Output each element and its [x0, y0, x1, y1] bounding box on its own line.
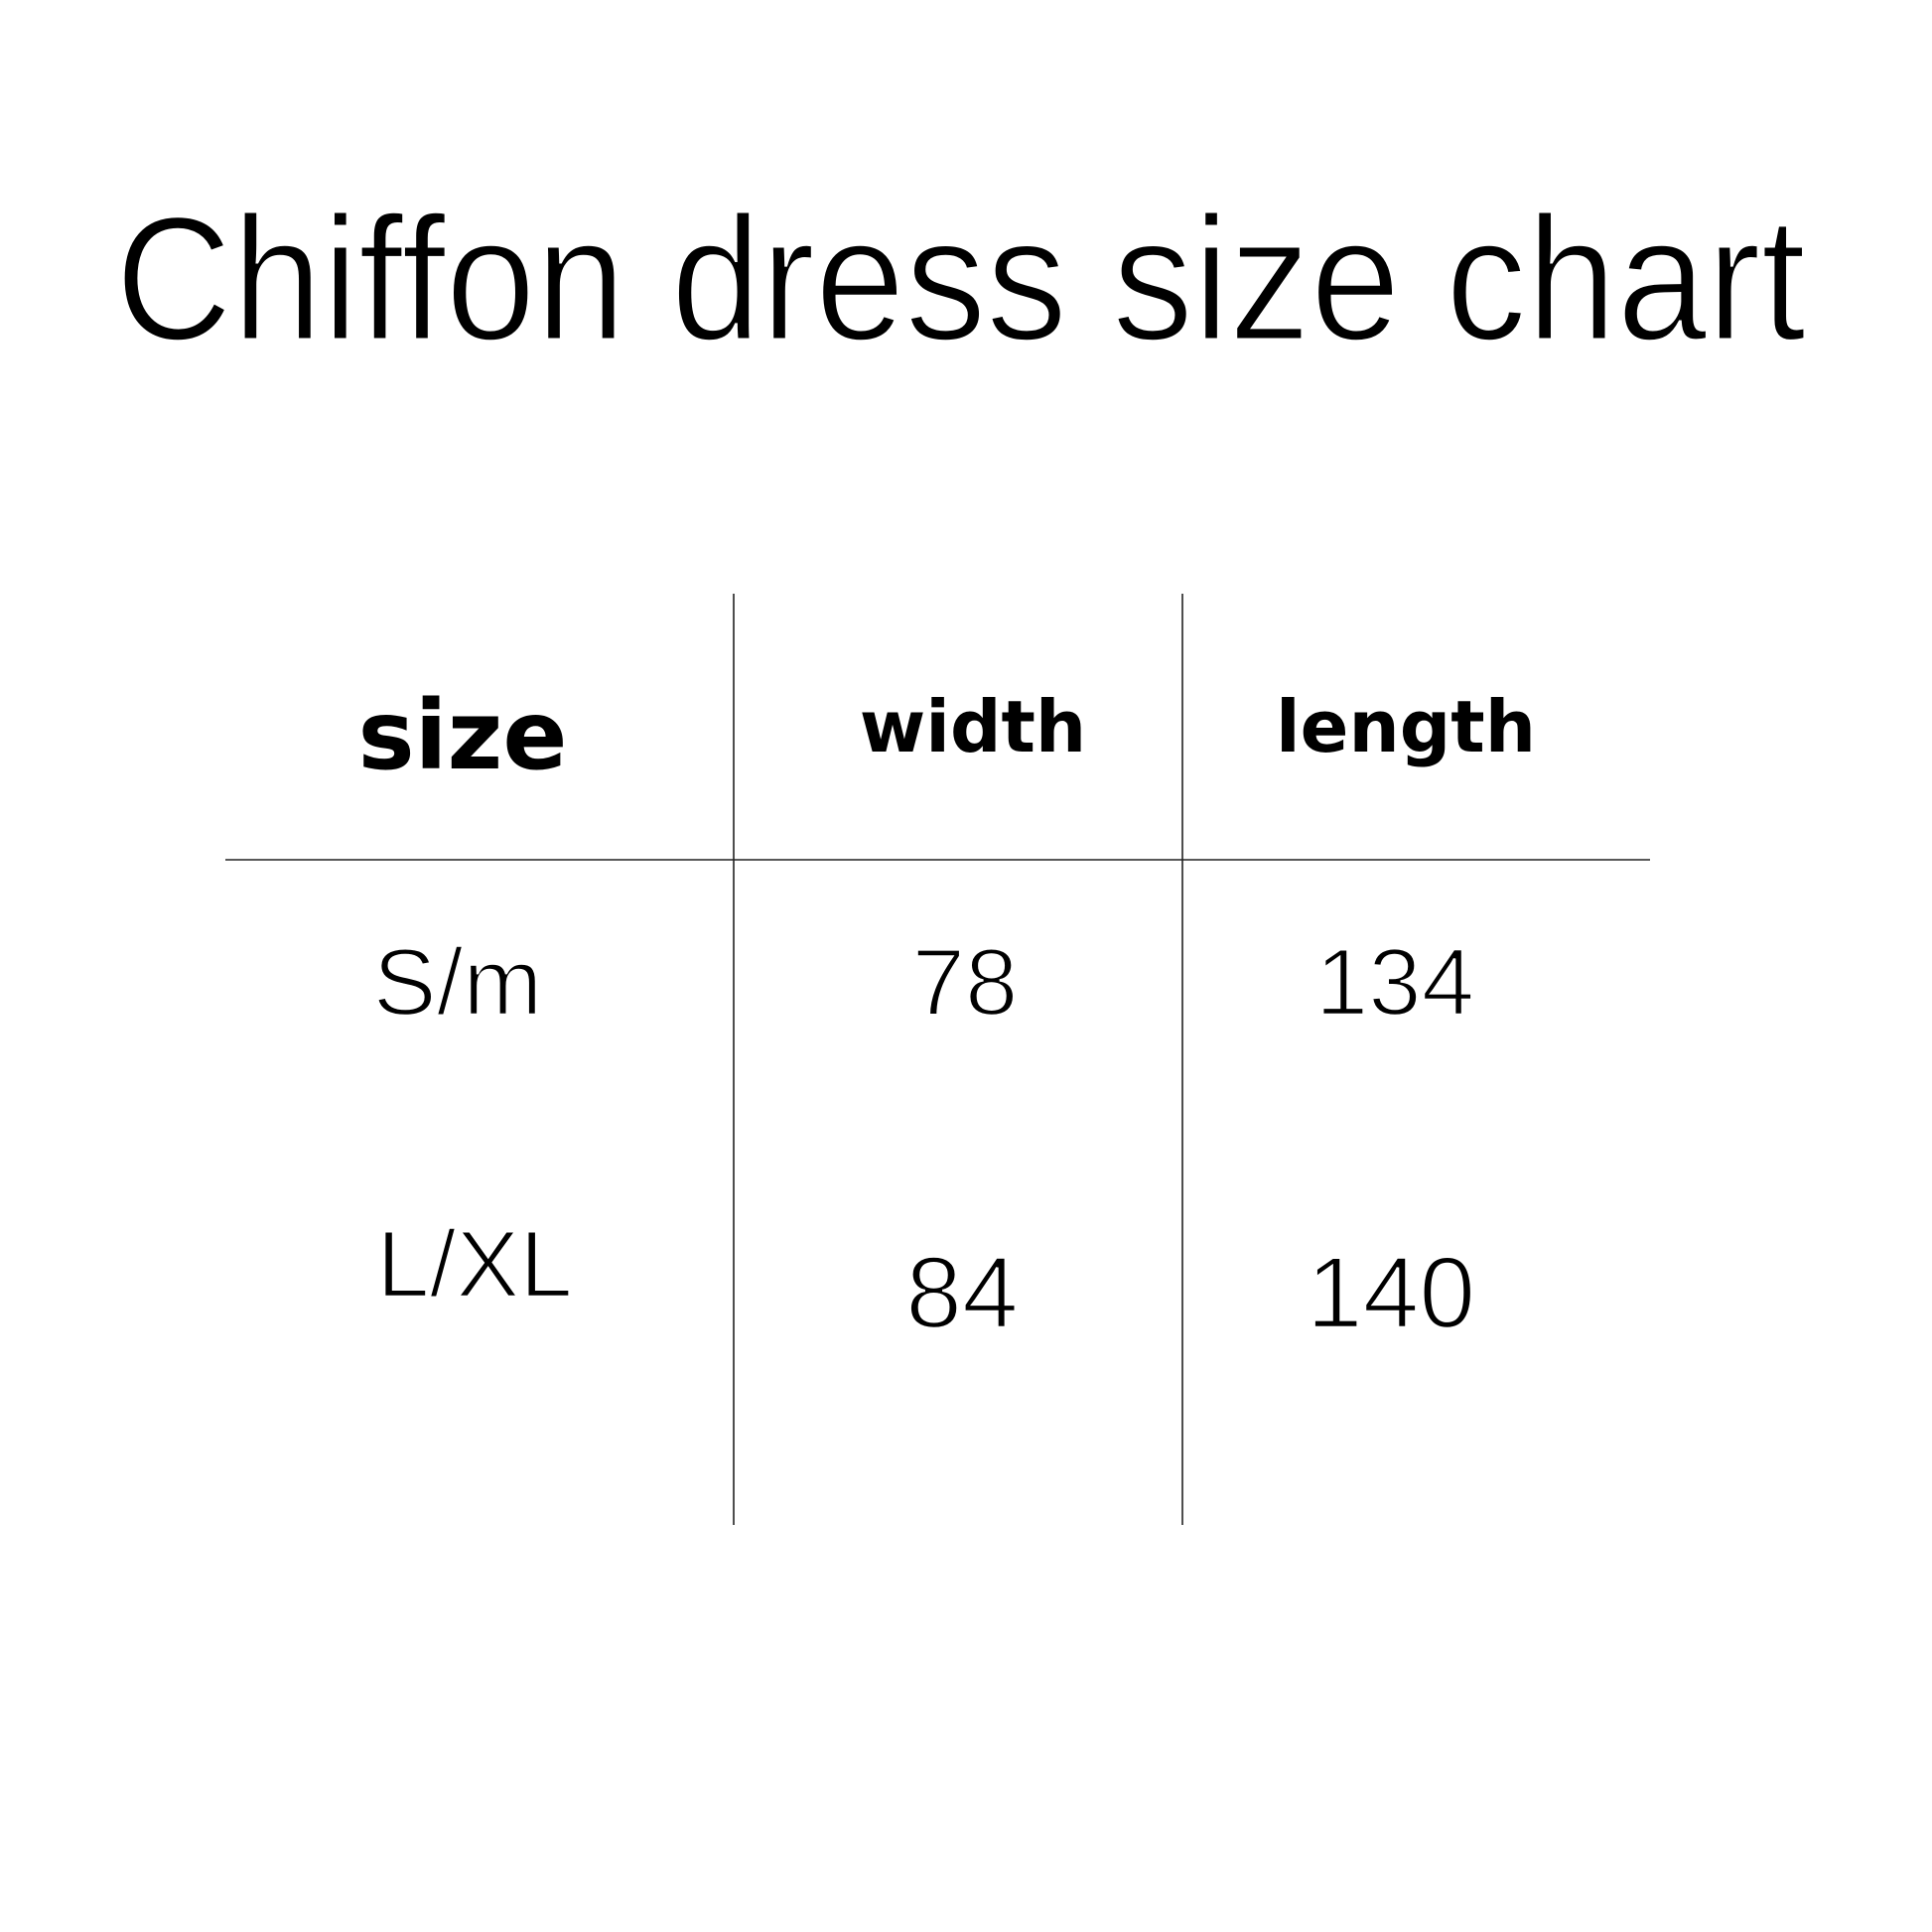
cell-length: 134: [1315, 929, 1474, 1035]
page-title: Chiffon dress size chart: [115, 180, 1806, 377]
header-width: width: [860, 685, 1086, 768]
table-row: L/XL 84 140: [375, 1210, 1476, 1351]
cell-width: 84: [905, 1236, 1018, 1349]
cell-length: 140: [1307, 1236, 1475, 1349]
table-row: S/m 78 134: [371, 928, 1475, 1037]
header-length: length: [1276, 685, 1536, 768]
cell-size: L/XL: [376, 1211, 572, 1317]
cell-size: S/m: [373, 929, 543, 1035]
cell-width: 78: [912, 929, 1019, 1035]
header-size: size: [357, 680, 567, 791]
